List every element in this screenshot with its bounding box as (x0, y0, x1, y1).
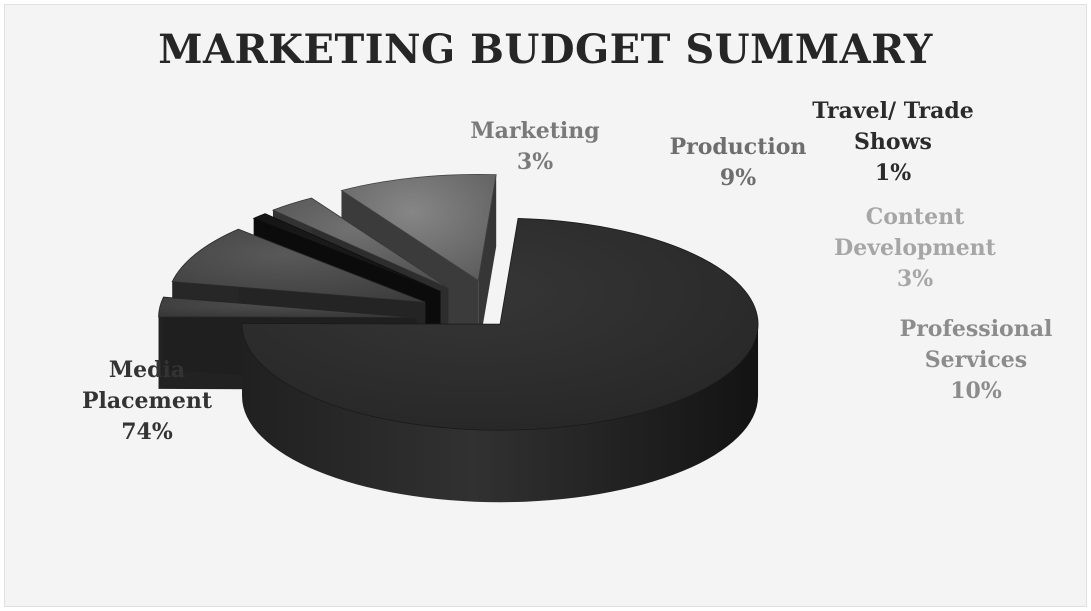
slice-top-face (271, 197, 449, 289)
data-label-media-placement: Media Placement 74% (52, 355, 242, 448)
data-label-professional-services: Professional Services 10% (876, 314, 1076, 407)
data-label-name: Marketing (470, 118, 600, 144)
slice-outer-wall (242, 324, 759, 503)
pie-slice-media-placement (241, 218, 759, 503)
data-label-content-development: Content Development 3% (810, 202, 1020, 295)
data-label-percent: 74% (121, 419, 173, 445)
data-label-percent: 10% (950, 378, 1002, 404)
slice-top-face (340, 173, 497, 282)
slice-top-face (158, 296, 417, 319)
data-label-name: Media (108, 357, 186, 383)
slice-side-face (478, 174, 497, 353)
data-label-name: Services (924, 347, 1028, 373)
data-label-name: Professional (899, 316, 1053, 342)
slice-top-face (171, 228, 426, 303)
data-label-percent: 3% (516, 149, 554, 175)
data-label-travel-trade-shows: Travel/ Trade Shows 1% (788, 96, 998, 189)
data-label-marketing: Marketing 3% (470, 116, 600, 178)
data-label-percent: 3% (896, 266, 934, 292)
data-label-production: Production 9% (638, 132, 838, 194)
data-label-name: Content (865, 204, 965, 230)
data-label-percent: 1% (874, 160, 912, 186)
slice-top-face (252, 213, 441, 292)
data-label-name: Placement (82, 388, 212, 414)
data-label-name: Travel/ Trade (812, 98, 974, 124)
data-label-name: Shows (854, 129, 932, 155)
data-label-percent: 9% (719, 165, 757, 191)
data-label-name: Development (834, 235, 996, 261)
slice-top-face (241, 218, 759, 431)
data-label-name: Production (669, 134, 807, 160)
chart-title: MARKETING BUDGET SUMMARY (158, 26, 933, 73)
